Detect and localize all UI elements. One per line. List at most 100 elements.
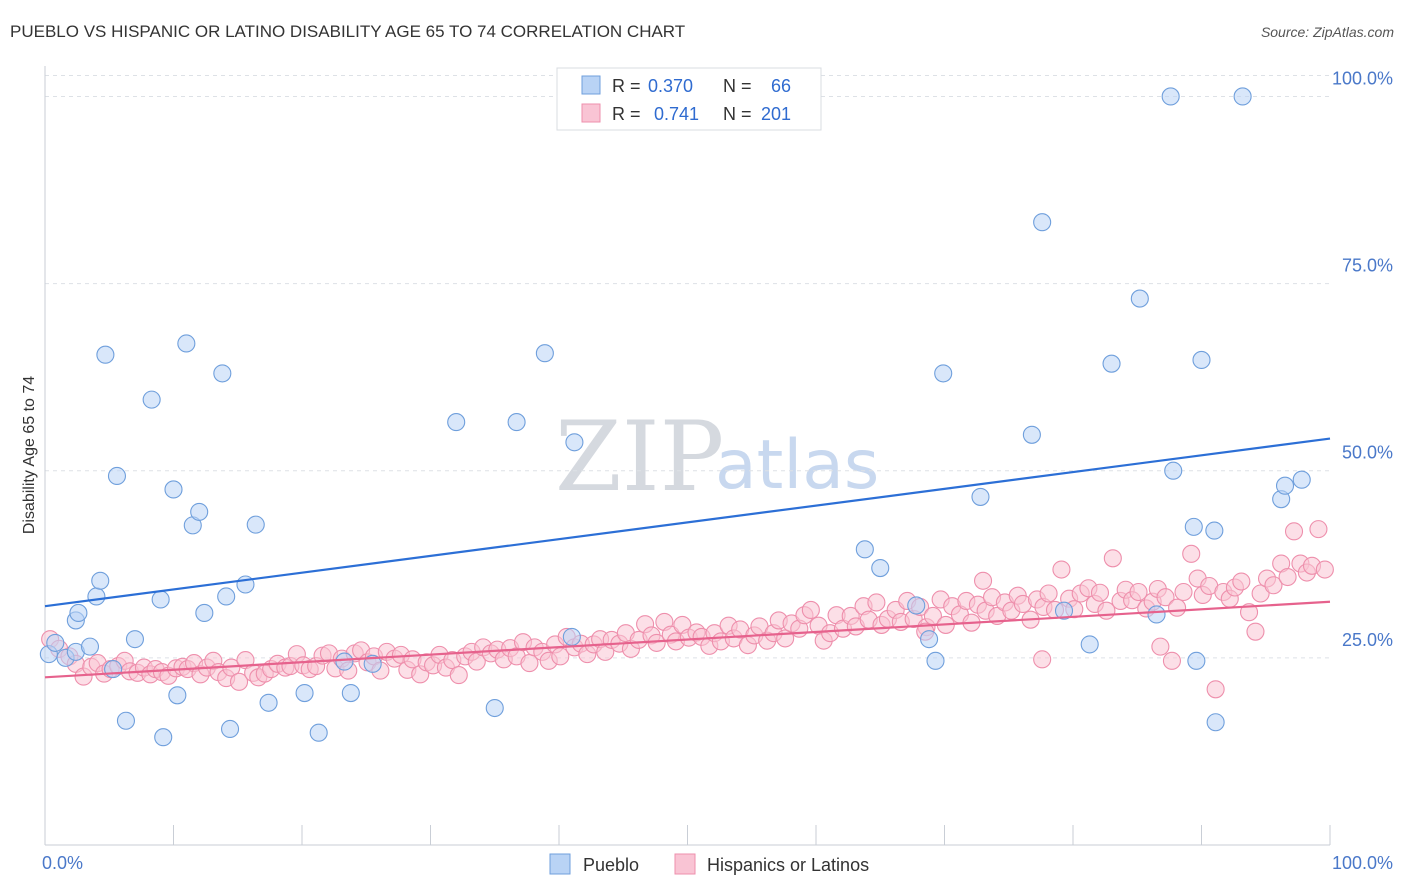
- hispanic-point-173: [1162, 651, 1181, 670]
- y-tick-label-0: 25.0%: [1342, 630, 1393, 650]
- hispanic-point-174: [1168, 598, 1187, 617]
- pueblo-point-50: [1054, 601, 1074, 620]
- pueblo-point-38: [562, 627, 581, 646]
- hispanic-point-62: [449, 666, 468, 685]
- pueblo-point-47: [971, 487, 990, 506]
- hispanic-point-168: [1129, 582, 1148, 602]
- stats-legend: R = 0.370 N = 66 R = 0.741 N = 201: [556, 67, 822, 131]
- hispanic-point-156: [1052, 560, 1071, 579]
- pueblo-point-44: [920, 630, 939, 649]
- hispanic-point-176: [1182, 544, 1201, 563]
- pueblo-point-33: [363, 654, 382, 673]
- pueblo-point-7: [87, 587, 106, 606]
- pueblo-point-18: [168, 686, 187, 705]
- stats-n-label-pueblo: N =: [723, 76, 752, 96]
- stats-r-value-hispanic: 0.741: [654, 104, 699, 124]
- trendlines: [44, 437, 1331, 679]
- pueblo-point-27: [246, 515, 265, 534]
- stats-r-label-pueblo: R =: [612, 76, 641, 96]
- pueblo-point-57: [1184, 517, 1203, 536]
- pueblo-point-14: [142, 390, 161, 409]
- pueblo-point-49: [1033, 213, 1052, 232]
- pueblo-point-42: [871, 558, 890, 578]
- pueblo-point-61: [1205, 521, 1224, 540]
- pueblo-point-5: [69, 603, 88, 623]
- pueblo-point-19: [177, 334, 196, 353]
- hispanic-point-180: [1206, 680, 1225, 699]
- bottom-legend: Pueblo Hispanics or Latinos: [549, 853, 869, 875]
- pueblo-point-31: [335, 652, 354, 671]
- pueblo-point-41: [855, 540, 874, 559]
- y-tick-label-3: 100.0%: [1332, 68, 1393, 88]
- pueblo-point-22: [195, 603, 214, 623]
- pueblo-point-8: [91, 571, 110, 590]
- pueblo-points: [39, 87, 1311, 747]
- pueblo-swatch: [581, 75, 601, 95]
- hispanic-trendline: [44, 600, 1331, 679]
- pueblo-point-51: [1080, 635, 1099, 654]
- pueblo-point-58: [1187, 651, 1206, 670]
- stats-legend-box: [556, 67, 822, 131]
- pueblo-point-64: [1275, 476, 1295, 495]
- pueblo-point-45: [926, 651, 945, 670]
- hispanic-point-192: [1284, 522, 1304, 541]
- pueblo-point-9: [96, 345, 115, 364]
- pueblo-point-21: [190, 502, 209, 521]
- hispanic-point-189: [1264, 576, 1283, 595]
- hispanic-point-196: [1309, 520, 1328, 539]
- pueblo-point-46: [934, 364, 953, 383]
- pueblo-point-23: [213, 364, 232, 383]
- hispanic-point-162: [1090, 583, 1110, 602]
- pueblo-point-37: [535, 344, 554, 363]
- pueblo-point-54: [1147, 605, 1166, 624]
- x-tick-label-1: 100.0%: [1332, 853, 1393, 873]
- stats-r-label-hispanic: R =: [612, 104, 641, 124]
- pueblo-point-28: [259, 693, 278, 712]
- watermark: ZIP atlas: [555, 401, 879, 513]
- y-tick-label-2: 75.0%: [1342, 256, 1393, 276]
- pueblo-point-65: [1292, 470, 1311, 489]
- pueblo-point-52: [1102, 354, 1121, 373]
- pueblo-point-39: [565, 433, 584, 452]
- hispanic-point-117: [801, 600, 820, 620]
- hispanic-swatch: [581, 103, 601, 123]
- pueblo-point-15: [151, 590, 170, 609]
- x-tick-labels: 0.0% 100.0%: [42, 853, 1393, 873]
- pueblo-point-13: [125, 630, 144, 649]
- pueblo-point-10: [104, 660, 123, 679]
- pueblo-point-59: [1192, 350, 1211, 369]
- y-tick-label-1: 50.0%: [1342, 443, 1393, 463]
- pueblo-point-35: [485, 698, 504, 718]
- y-axis-label: Disability Age 65 to 74: [21, 376, 38, 534]
- stats-r-value-pueblo: 0.370: [648, 76, 693, 96]
- hispanic-point-199: [973, 571, 993, 590]
- x-tick-label-0: 0.0%: [42, 853, 83, 873]
- pueblo-point-62: [1233, 87, 1252, 106]
- pueblo-point-11: [107, 466, 127, 486]
- hispanic-point-172: [1156, 588, 1175, 607]
- source-label: Source: ZipAtlas.com: [1260, 24, 1394, 40]
- pueblo-point-29: [295, 683, 314, 703]
- pueblo-point-24: [217, 587, 236, 606]
- hispanic-point-191: [1278, 567, 1297, 587]
- hispanic-point-185: [1239, 603, 1259, 622]
- stats-n-value-hispanic: 201: [761, 104, 791, 124]
- grid: [45, 74, 1330, 659]
- pueblo-point-53: [1130, 289, 1149, 308]
- legend-pueblo-label: Pueblo: [583, 855, 639, 875]
- y-tick-labels: 25.0% 50.0% 75.0% 100.0%: [1332, 68, 1393, 649]
- pueblo-trendline: [44, 437, 1331, 608]
- pueblo-point-48: [1022, 425, 1041, 444]
- pueblo-point-32: [341, 683, 360, 703]
- hispanic-point-127: [867, 593, 886, 612]
- hispanic-point-200: [1033, 650, 1052, 669]
- hispanic-point-187: [1251, 584, 1270, 603]
- legend-hispanic-label: Hispanics or Latinos: [707, 855, 869, 875]
- pueblo-point-43: [907, 596, 926, 615]
- hispanic-point-197: [1315, 560, 1334, 579]
- stats-n-value-pueblo: 66: [771, 76, 791, 96]
- pueblo-point-1: [46, 633, 65, 652]
- legend-pueblo-swatch: [549, 853, 571, 875]
- axes: [44, 66, 1331, 846]
